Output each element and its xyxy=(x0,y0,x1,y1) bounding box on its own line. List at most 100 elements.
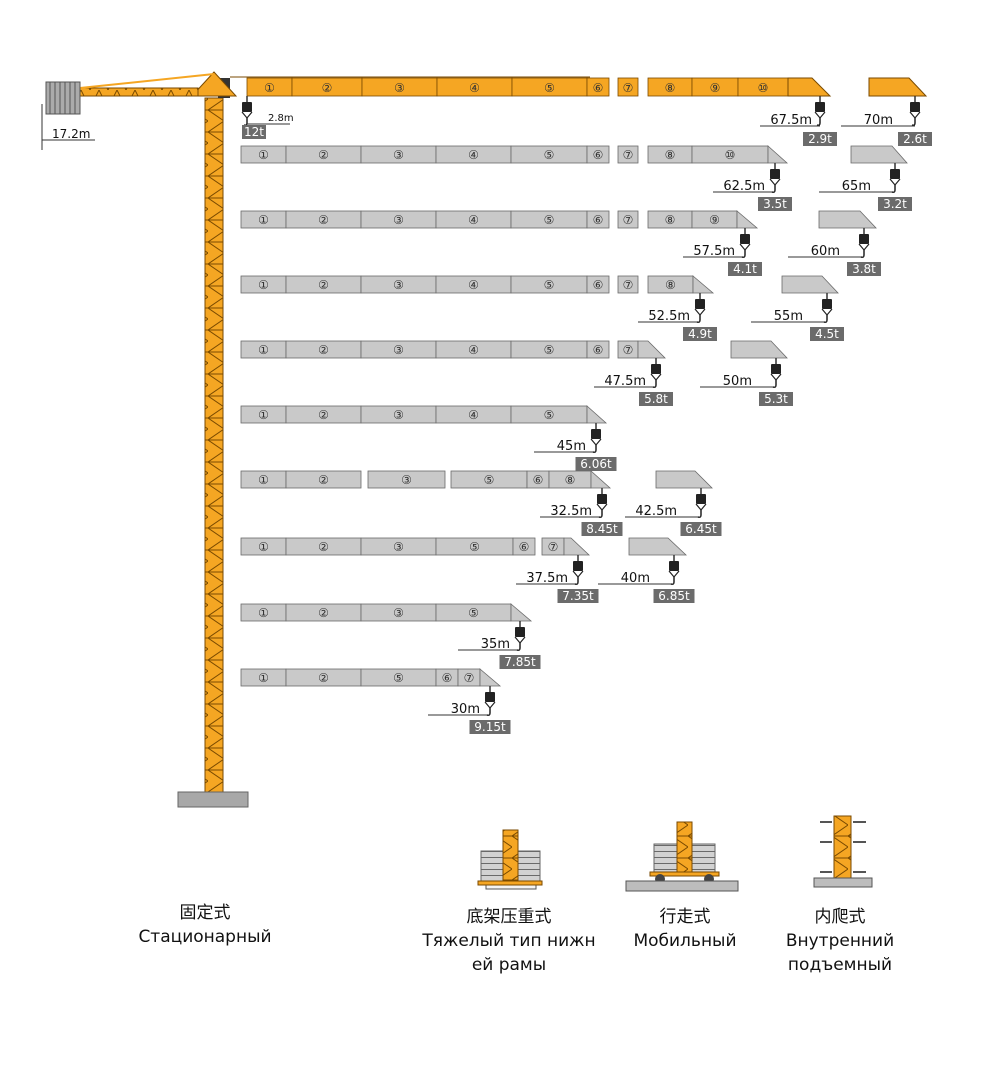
jib-segment-label: ② xyxy=(318,278,329,292)
working-radius: 70m xyxy=(841,113,915,128)
hook-block-icon xyxy=(769,163,781,193)
working-radius-label: 42.5m xyxy=(635,504,677,519)
working-radius-label: 55m xyxy=(774,309,803,324)
hook-block-icon xyxy=(596,488,608,518)
jib-tip xyxy=(563,537,591,556)
load-capacity-label: 5.8t xyxy=(644,392,668,406)
working-radius-label: 62.5m xyxy=(723,179,765,194)
working-radius-label: 52.5m xyxy=(648,309,690,324)
load-capacity-tag: 6.85t xyxy=(653,589,695,603)
working-radius-label: 47.5m xyxy=(604,374,646,389)
tip-hook-icon xyxy=(814,96,826,126)
jib-config-row: ① ② ③ ④ ⑤ ⑥ ⑦ ⑧ 52.5m 4.9t 55m 4.5t xyxy=(240,275,844,341)
working-radius: 50m xyxy=(700,374,776,389)
hook-block-icon xyxy=(739,228,751,258)
hook-block-icon xyxy=(650,358,662,388)
jib-segment-label: ⑦ xyxy=(623,343,634,357)
jib-segment-label: ⑥ xyxy=(593,213,604,227)
mobile-ru: Мобильный xyxy=(633,931,737,951)
jib-segment-label: ⑦ xyxy=(623,278,634,292)
load-capacity-tag: 5.3t xyxy=(759,392,793,406)
load-capacity-tag: 2.6t xyxy=(898,132,932,146)
jib-segment-label: ⑥ xyxy=(593,148,604,162)
main-jib-segment xyxy=(586,77,610,97)
climbing-ru-2: подъемный xyxy=(787,955,893,975)
mobile-base-icon xyxy=(625,821,739,892)
jib-segment-label: ⑧ xyxy=(665,213,676,227)
jib-config-row: ① ② ⑤ ⑥ ⑦ 30m 9.15t xyxy=(240,668,511,734)
jib-config-row: ① ② ③ ④ ⑤ ⑥ ⑦ ⑧ ⑨ 57.5m 4.1t 60m 3.8t xyxy=(240,210,881,276)
stationary-ru: Стационарный xyxy=(138,927,272,947)
jib-segment-label: ⑤ xyxy=(544,213,555,227)
alt-jib-tip xyxy=(868,77,928,97)
alt-hook-block-icon xyxy=(858,228,870,258)
main-jib-segment-label: ⑧ xyxy=(665,81,676,95)
base-type-climbing-caption: 内爬式 Внутренний подъемный xyxy=(770,905,910,977)
load-capacity-tag: 4.5t xyxy=(810,327,844,341)
working-radius-label: 50m xyxy=(723,374,752,389)
jib-segment-label: ② xyxy=(318,606,329,620)
load-capacity-label: 2.6t xyxy=(903,132,927,146)
jib-segment-label: ③ xyxy=(393,278,404,292)
jib-segment-label: ⑥ xyxy=(593,343,604,357)
load-capacity-label: 4.5t xyxy=(815,327,839,341)
main-jib-segment-label: ⑩ xyxy=(758,81,769,95)
jib-config-row: ① ② ③ ④ ⑤ ⑥ ⑦ ⑧ ⑩ 62.5m 3.5t 65m 3.2t xyxy=(240,145,912,211)
jib-config-row: ① ② ③ ⑤ ⑥ ⑧ 32.5m 8.45t 42.5m 6.45t xyxy=(240,470,722,536)
jib-segment-label: ⑨ xyxy=(709,213,720,227)
working-radius: 35m xyxy=(458,637,520,652)
load-capacity-label: 3.2t xyxy=(883,197,907,211)
alt-jib-tip xyxy=(781,275,839,294)
heavy-base-frame-icon xyxy=(477,829,543,890)
jib-segment-label: ② xyxy=(318,148,329,162)
load-capacity-label: 4.1t xyxy=(733,262,757,276)
climbing-cn: 内爬式 xyxy=(814,907,866,927)
working-radius: 32.5m xyxy=(540,504,602,519)
jib-tip xyxy=(510,603,533,622)
hook-block-icon xyxy=(694,293,706,323)
counterweight-block xyxy=(45,81,81,115)
hook-block-icon xyxy=(484,686,496,716)
base-type-mobile-caption: 行走式 Мобильный xyxy=(610,905,760,953)
load-capacity-tag: 7.35t xyxy=(557,589,599,603)
load-capacity-label: 7.85t xyxy=(504,655,536,669)
working-radius: 30m xyxy=(428,702,490,717)
jib-tip xyxy=(692,275,715,294)
jib-segment-label: ③ xyxy=(393,606,404,620)
load-capacity-tag: 7.85t xyxy=(499,655,541,669)
working-radius: 52.5m xyxy=(638,309,700,324)
working-radius: 47.5m xyxy=(594,374,656,389)
jib-segment-label: ⑥ xyxy=(442,671,453,685)
load-capacity-tag: 2.9t xyxy=(803,132,837,146)
foundation-base xyxy=(177,791,249,808)
jib-segment-label: ① xyxy=(258,148,269,162)
working-radius-label: 35m xyxy=(481,637,510,652)
jib-segment-label: ④ xyxy=(468,278,479,292)
load-capacity-label: 7.35t xyxy=(562,589,594,603)
jib-segment xyxy=(285,470,362,489)
alt-tip-hook-icon xyxy=(909,96,921,126)
jib-segment xyxy=(586,210,610,229)
load-capacity-label: 9.15t xyxy=(474,720,506,734)
jib-tip xyxy=(590,470,612,489)
jib-segment-label: ② xyxy=(318,408,329,422)
load-capacity-label: 2.9t xyxy=(808,132,832,146)
load-capacity-label: 3.8t xyxy=(852,262,876,276)
load-capacity-label: 12t xyxy=(244,125,264,139)
main-jib-segment-label: ⑨ xyxy=(710,81,721,95)
jib-segment xyxy=(617,145,639,164)
alt-jib-tip xyxy=(628,537,688,556)
jib-segment-label: ⑤ xyxy=(544,343,555,357)
working-radius: 40m xyxy=(598,571,674,586)
working-radius-label: 45m xyxy=(557,439,586,454)
jib-config-row: ① ② ③ ⑤ ⑥ ⑦ 37.5m 7.35t 40m 6.85t xyxy=(240,537,695,603)
mobile-cn: 行走式 xyxy=(659,907,711,927)
jib-segment xyxy=(512,537,536,556)
jib-segment-label: ⑧ xyxy=(665,278,676,292)
working-radius-label: 40m xyxy=(621,571,650,586)
jib-segment-label: ⑤ xyxy=(544,148,555,162)
jib-segment-label: ③ xyxy=(393,540,404,554)
jib-segment-label: ② xyxy=(318,343,329,357)
jib-segment-label: ⑦ xyxy=(623,148,634,162)
jib-segment xyxy=(586,340,610,359)
